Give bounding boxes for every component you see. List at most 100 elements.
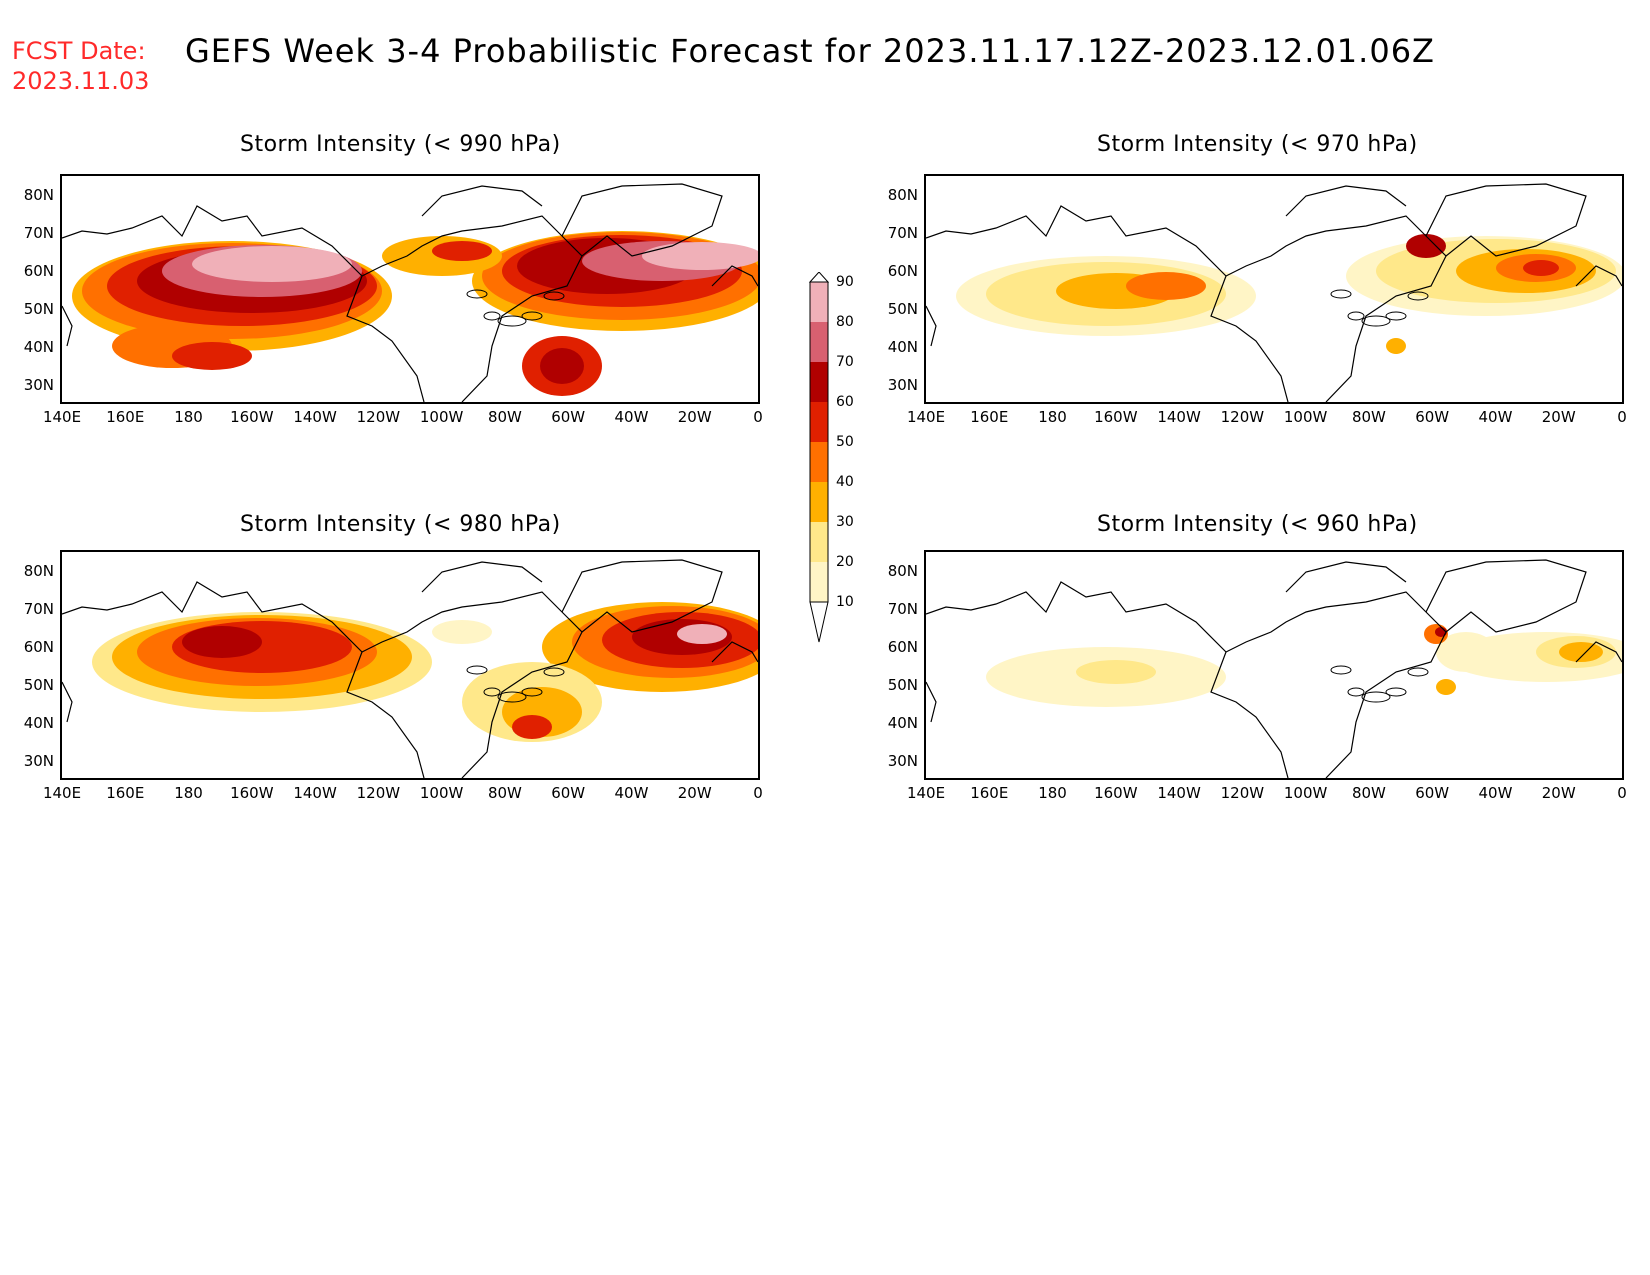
lon-tick-label: 180 [1038,408,1067,426]
lat-tick-label: 70N [887,600,918,618]
panel-title-960: Storm Intensity (< 960 hPa) [1097,512,1418,537]
coastline [421,561,543,593]
lon-tick-label: 40W [1478,784,1513,802]
lat-tick-label: 30N [887,752,918,770]
colorbar-level-label: 50 [836,434,854,450]
lon-tick-label: 60W [551,784,586,802]
lat-tick-label: 80N [23,562,54,580]
lake-outline [1407,667,1429,677]
probability-area [677,624,727,644]
lat-tick-label: 60N [23,262,54,280]
probability-field-p990 [62,183,758,402]
lon-tick-label: 160E [106,784,145,802]
lon-tick-label: 140W [1157,784,1201,802]
lon-tick-label: 160W [230,408,274,426]
lon-tick-label: 160W [1094,784,1138,802]
colorbar-segment [810,402,828,442]
coastline [361,591,583,778]
coastline [711,641,758,663]
lon-tick-label: 40W [614,784,649,802]
coastline [1285,561,1407,593]
lat-tick-label: 60N [23,638,54,656]
colorbar-segment [810,522,828,562]
lon-tick-label: 160E [970,784,1009,802]
lon-tick-label: 100W [419,784,464,802]
lat-tick-label: 30N [23,376,54,394]
colorbar-top-arrow [808,272,830,283]
lon-tick-label: 80W [487,408,522,426]
colorbar-level-label: 80 [836,314,854,330]
probability-area [1126,272,1206,300]
lon-tick-label: 140W [1157,408,1201,426]
lon-tick-label: 60W [551,408,586,426]
coastline [926,581,1289,778]
lon-tick-label: 160W [230,784,274,802]
coastline [62,305,73,347]
lat-tick-label: 40N [23,338,54,356]
coastline [421,185,543,217]
colorbar-segment [810,362,828,402]
colorbar-level-label: 20 [836,554,854,570]
coastline [711,265,758,287]
lat-tick-label: 50N [887,300,918,318]
lon-tick-label: 120W [356,408,401,426]
lat-tick-label: 60N [887,262,918,280]
lon-tick-label: 140E [906,784,946,802]
colorbar-level-label: 70 [836,354,854,370]
lon-tick-label: 180 [1038,784,1067,802]
lon-tick-label: 20W [677,408,712,426]
lat-tick-label: 40N [887,338,918,356]
probability-area [1406,234,1446,258]
coastline [926,681,937,723]
lon-tick-label: 120W [356,784,401,802]
lon-tick-label: 20W [677,784,712,802]
lake-outline [466,289,488,299]
lake-outline [1347,311,1365,321]
lon-tick-label: 80W [1351,408,1386,426]
lon-tick-label: 100W [1283,408,1328,426]
lon-tick-label: 160W [1094,408,1138,426]
lake-outline [543,667,565,677]
lake-outline [1385,687,1407,697]
lon-tick-label: 60W [1415,784,1450,802]
colorbar-segment [810,282,828,322]
lake-outline [1407,291,1429,301]
coastline [1575,641,1622,663]
lat-tick-label: 80N [887,186,918,204]
probability-area [172,342,252,370]
lon-tick-label: 0 [753,408,763,426]
colorbar-level-label: 90 [836,274,854,290]
probability-area [1559,642,1603,662]
probability-area [432,620,492,644]
coastline [1425,559,1587,633]
probability-area [1436,679,1456,695]
probability-field-p960 [926,559,1622,778]
coastline [926,205,1289,402]
colorbar-segment [810,482,828,522]
lon-tick-label: 80W [487,784,522,802]
lake-outline [1330,665,1352,675]
coastline [1225,215,1447,402]
lon-tick-label: 120W [1220,408,1265,426]
lat-tick-label: 40N [887,714,918,732]
lon-tick-label: 140W [293,408,337,426]
lon-tick-label: 40W [1478,408,1513,426]
lake-outline [521,687,543,697]
coastline [62,205,425,402]
lat-tick-label: 30N [23,752,54,770]
lat-tick-label: 70N [23,224,54,242]
probability-area [432,241,492,261]
coastline [361,215,583,402]
panel-title-980: Storm Intensity (< 980 hPa) [240,512,561,537]
lake-outline [1330,289,1352,299]
lake-outline [1361,691,1391,703]
panel-title-970: Storm Intensity (< 970 hPa) [1097,132,1418,157]
probability-area [1523,260,1559,276]
lat-tick-label: 40N [23,714,54,732]
lake-outline [483,311,501,321]
colorbar-segment [810,442,828,482]
lon-tick-label: 0 [753,784,763,802]
coastline [1425,183,1587,257]
forecast-date-value: 2023.11.03 [12,67,150,95]
coastline [1285,185,1407,217]
